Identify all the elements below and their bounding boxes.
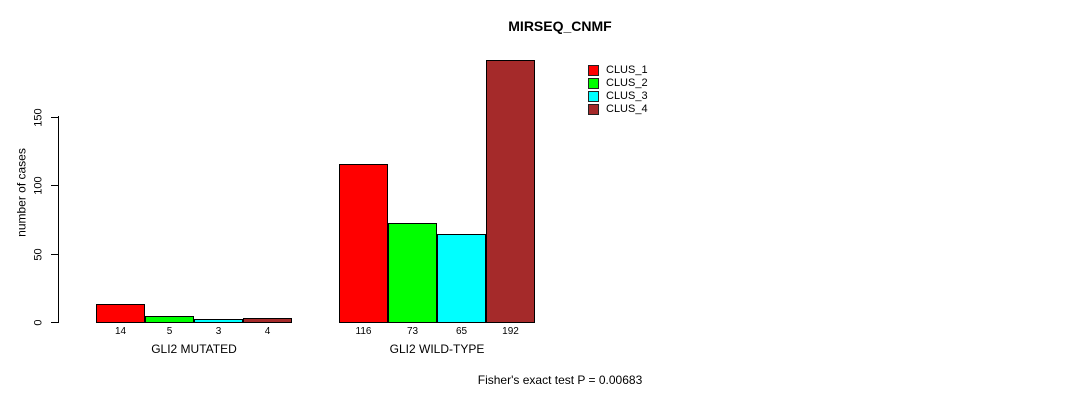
legend-swatch-clus_1 bbox=[588, 65, 599, 76]
y-axis-line bbox=[58, 116, 59, 323]
legend-label: CLUS_4 bbox=[606, 103, 648, 115]
y-axis-tick-label: 0 bbox=[32, 319, 45, 326]
bar-clus_4-wildtype bbox=[486, 59, 535, 323]
bar-clus_1-mutated bbox=[96, 303, 145, 323]
y-axis-tick-mark bbox=[51, 185, 58, 186]
legend-label: CLUS_3 bbox=[606, 90, 648, 102]
bar-value-label: 14 bbox=[114, 326, 127, 337]
legend-swatch-clus_4 bbox=[588, 104, 599, 115]
legend-label: CLUS_1 bbox=[606, 64, 648, 76]
bar-clus_2-mutated bbox=[145, 315, 194, 323]
y-axis-tick-label: 50 bbox=[32, 247, 45, 261]
bar-value-label: 65 bbox=[455, 326, 468, 337]
legend-label: CLUS_2 bbox=[606, 77, 648, 89]
bar-value-label: 5 bbox=[166, 326, 173, 337]
bar-value-label: 116 bbox=[355, 326, 372, 337]
chart-title: MIRSEQ_CNMF bbox=[508, 18, 612, 34]
bar-clus_1-wildtype bbox=[339, 163, 388, 323]
x-group-label-wildtype: GLI2 WILD-TYPE bbox=[389, 342, 485, 356]
legend-swatch-clus_2 bbox=[588, 78, 599, 89]
y-axis-label: number of cases bbox=[14, 148, 29, 237]
legend-swatch-clus_3 bbox=[588, 91, 599, 102]
bar-clus_3-wildtype bbox=[437, 233, 486, 323]
bar-clus_3-mutated bbox=[194, 318, 243, 323]
x-group-label-mutated: GLI2 MUTATED bbox=[151, 342, 237, 356]
bar-clus_4-mutated bbox=[243, 317, 292, 323]
y-axis-tick-mark bbox=[51, 116, 58, 118]
bar-value-label: 4 bbox=[264, 326, 271, 337]
bar-value-label: 3 bbox=[215, 326, 222, 337]
y-axis-tick-label: 100 bbox=[32, 176, 45, 195]
y-axis-tick-label: 150 bbox=[32, 107, 45, 127]
bar-value-label: 192 bbox=[502, 326, 519, 337]
bar-value-label: 73 bbox=[406, 326, 419, 337]
y-axis-tick-mark bbox=[51, 253, 58, 255]
y-axis-tick-mark bbox=[51, 322, 58, 323]
bar-clus_2-wildtype bbox=[388, 222, 437, 323]
stat-annotation: Fisher's exact test P = 0.00683 bbox=[477, 373, 643, 387]
